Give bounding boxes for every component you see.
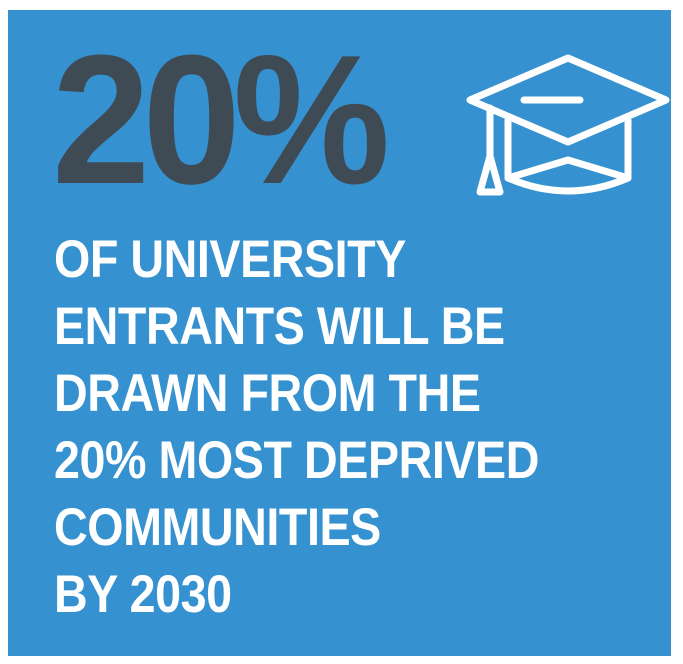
cap-board [466, 54, 670, 146]
headline-line: 20% MOST DEPRIVED [54, 431, 539, 490]
headline-line: DRAWN FROM THE [54, 364, 481, 423]
cap-body-fold [504, 156, 632, 182]
headline-line: COMMUNITIES [54, 498, 381, 557]
headline-line: ENTRANTS WILL BE [54, 297, 505, 356]
stat-value: 20% [52, 16, 390, 222]
infographic-panel: 20% OF UNIVERSITY ENTRANTS WILL BE DRAWN… [8, 10, 671, 656]
tassel [476, 152, 504, 196]
stat-row: 20% [52, 16, 396, 222]
headline-line: OF UNIVERSITY [54, 230, 406, 289]
graduation-cap-icon [466, 54, 670, 196]
headline-line: BY 2030 [54, 565, 232, 624]
headline: OF UNIVERSITY ENTRANTS WILL BE DRAWN FRO… [54, 226, 654, 628]
cap-body [504, 116, 632, 195]
